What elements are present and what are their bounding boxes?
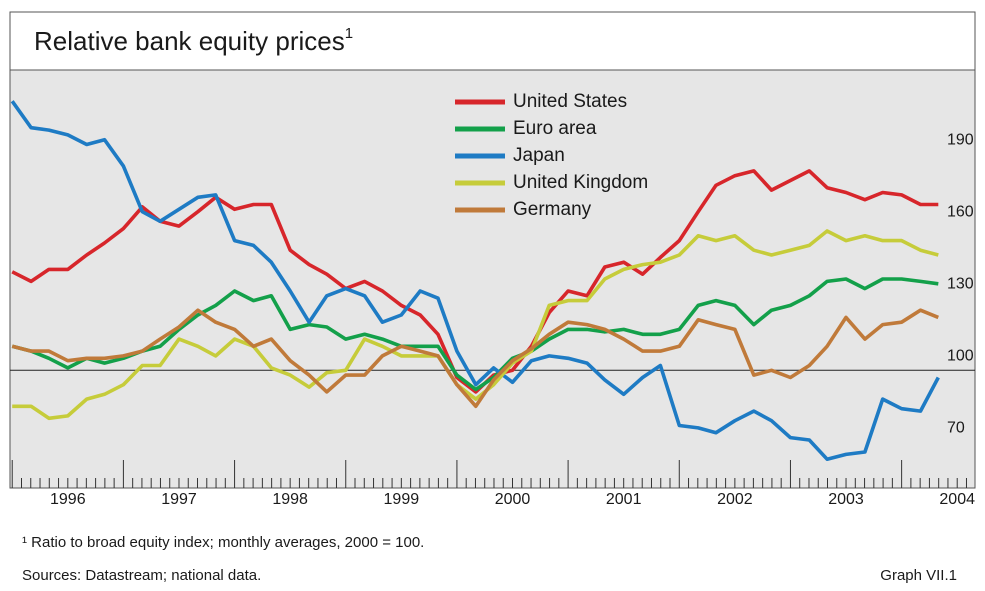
x-tick-label: 2000: [495, 491, 531, 508]
x-tick-label: 2004: [939, 491, 975, 508]
legend-label: United Kingdom: [513, 172, 648, 193]
title-note: 1: [345, 25, 353, 42]
source: Sources: Datastream; national data.: [22, 567, 261, 584]
x-tick-label: 1996: [50, 491, 86, 508]
y-tick-label: 190: [947, 131, 974, 148]
frame: [9, 11, 976, 489]
series-line: [11, 277, 939, 392]
x-tick-label: 1999: [384, 491, 420, 508]
footnote: ¹ Ratio to broad equity index; monthly a…: [22, 534, 424, 551]
series-line: [11, 308, 939, 409]
graph-id: Graph VII.1: [880, 567, 957, 584]
series-line: [10, 100, 940, 461]
y-tick-label: 130: [947, 275, 974, 292]
x-tick-label: 1998: [272, 491, 308, 508]
legend-label: Japan: [513, 145, 565, 166]
x-tick-label: 1997: [161, 491, 197, 508]
chart-title: Relative bank equity prices1: [34, 25, 353, 56]
legend-label: Germany: [513, 199, 592, 220]
y-tick-label: 100: [947, 348, 974, 365]
chart-title-text: Relative bank equity prices: [34, 26, 345, 56]
plot-background: [10, 70, 975, 488]
x-tick-label: 2001: [606, 491, 642, 508]
x-tick-label: 2003: [828, 491, 864, 508]
legend-label: United States: [513, 91, 627, 112]
series-line: [11, 169, 939, 394]
y-tick-label: 160: [947, 203, 974, 220]
legend-label: Euro area: [513, 118, 597, 139]
x-tick-label: 2002: [717, 491, 753, 508]
series-line: [12, 229, 939, 421]
y-tick-label: 70: [947, 420, 965, 437]
